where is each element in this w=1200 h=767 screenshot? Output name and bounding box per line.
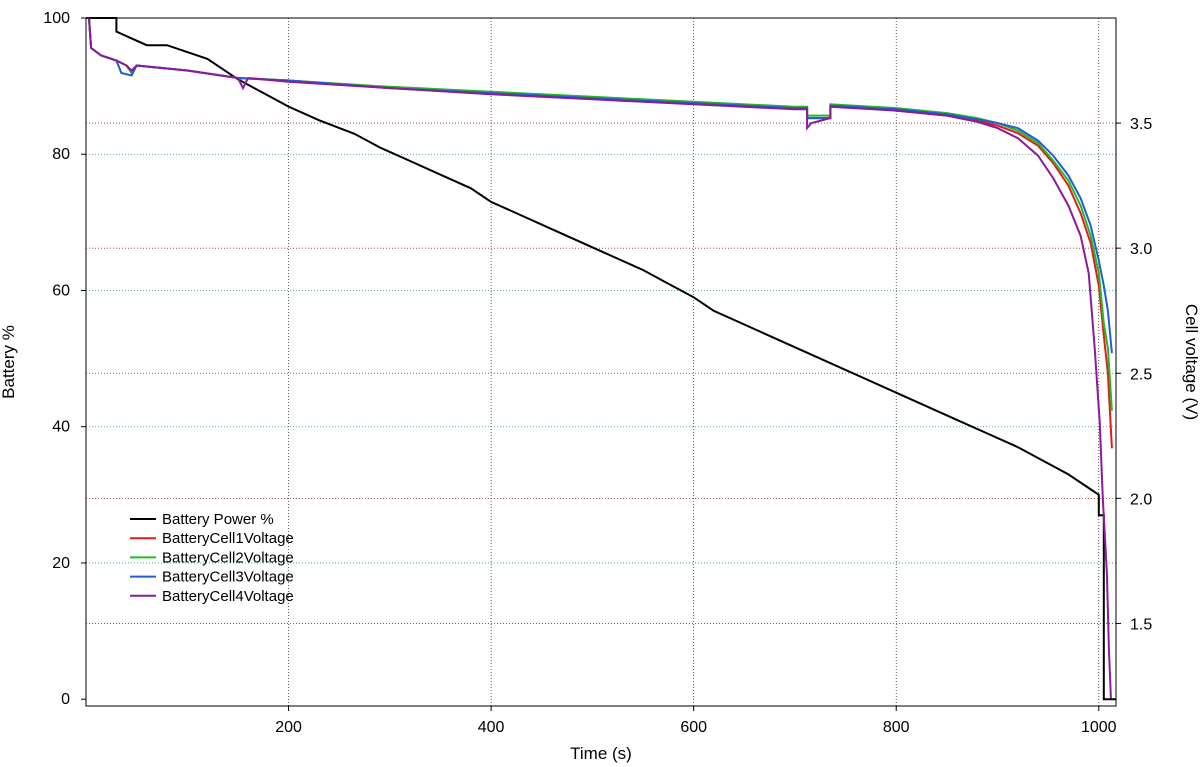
x-axis-title: Time (s) xyxy=(570,744,632,763)
legend-label: BatteryCell4Voltage xyxy=(162,588,294,605)
series-line-batterycell3voltage xyxy=(86,17,1113,354)
x-tick-label: 400 xyxy=(478,719,505,736)
legend-label: BatteryCell1Voltage xyxy=(162,530,294,547)
y-left-tick-label: 60 xyxy=(52,282,70,299)
y-right-tick-label: 3.5 xyxy=(1130,116,1152,133)
y-left-tick-label: 20 xyxy=(52,555,70,572)
series-layer xyxy=(86,17,1116,701)
plot-frame xyxy=(85,17,1117,707)
x-tick-label: 200 xyxy=(275,719,302,736)
y-right-tick-label: 2.5 xyxy=(1130,366,1152,383)
legend: Battery Power % BatteryCell1Voltage Batter… xyxy=(130,511,294,605)
y-axis-right-title: Cell voltage (V) xyxy=(1182,304,1200,420)
legend-label: Battery Power % xyxy=(162,511,274,528)
y-left-tick-label: 0 xyxy=(61,691,70,708)
x-tick-label: 800 xyxy=(883,719,910,736)
series-line-batterycell2voltage xyxy=(86,17,1113,411)
x-tick-label: 600 xyxy=(680,719,707,736)
y-right-tick-label: 2.0 xyxy=(1130,491,1152,508)
legend-label: BatteryCell3Voltage xyxy=(162,569,294,586)
y-axis-left-title: Battery % xyxy=(0,325,18,399)
y-left-tick-label: 40 xyxy=(52,419,70,436)
y-right-tick-label: 1.5 xyxy=(1130,616,1152,633)
y-left-tick-label: 80 xyxy=(52,146,70,163)
y-left-tick-label: 100 xyxy=(43,10,70,27)
x-tick-label: 1000 xyxy=(1081,719,1117,736)
axis-layer: 200 400 600 800 1000 0 20 40 60 80 100 1.5 2.0 2.5 3.0… xyxy=(43,10,1152,736)
series-line-battery-power- xyxy=(86,17,1116,701)
series-line-batterycell4voltage xyxy=(86,17,1112,699)
y-right-tick-label: 3.0 xyxy=(1130,241,1152,258)
legend-label: BatteryCell2Voltage xyxy=(162,549,294,566)
